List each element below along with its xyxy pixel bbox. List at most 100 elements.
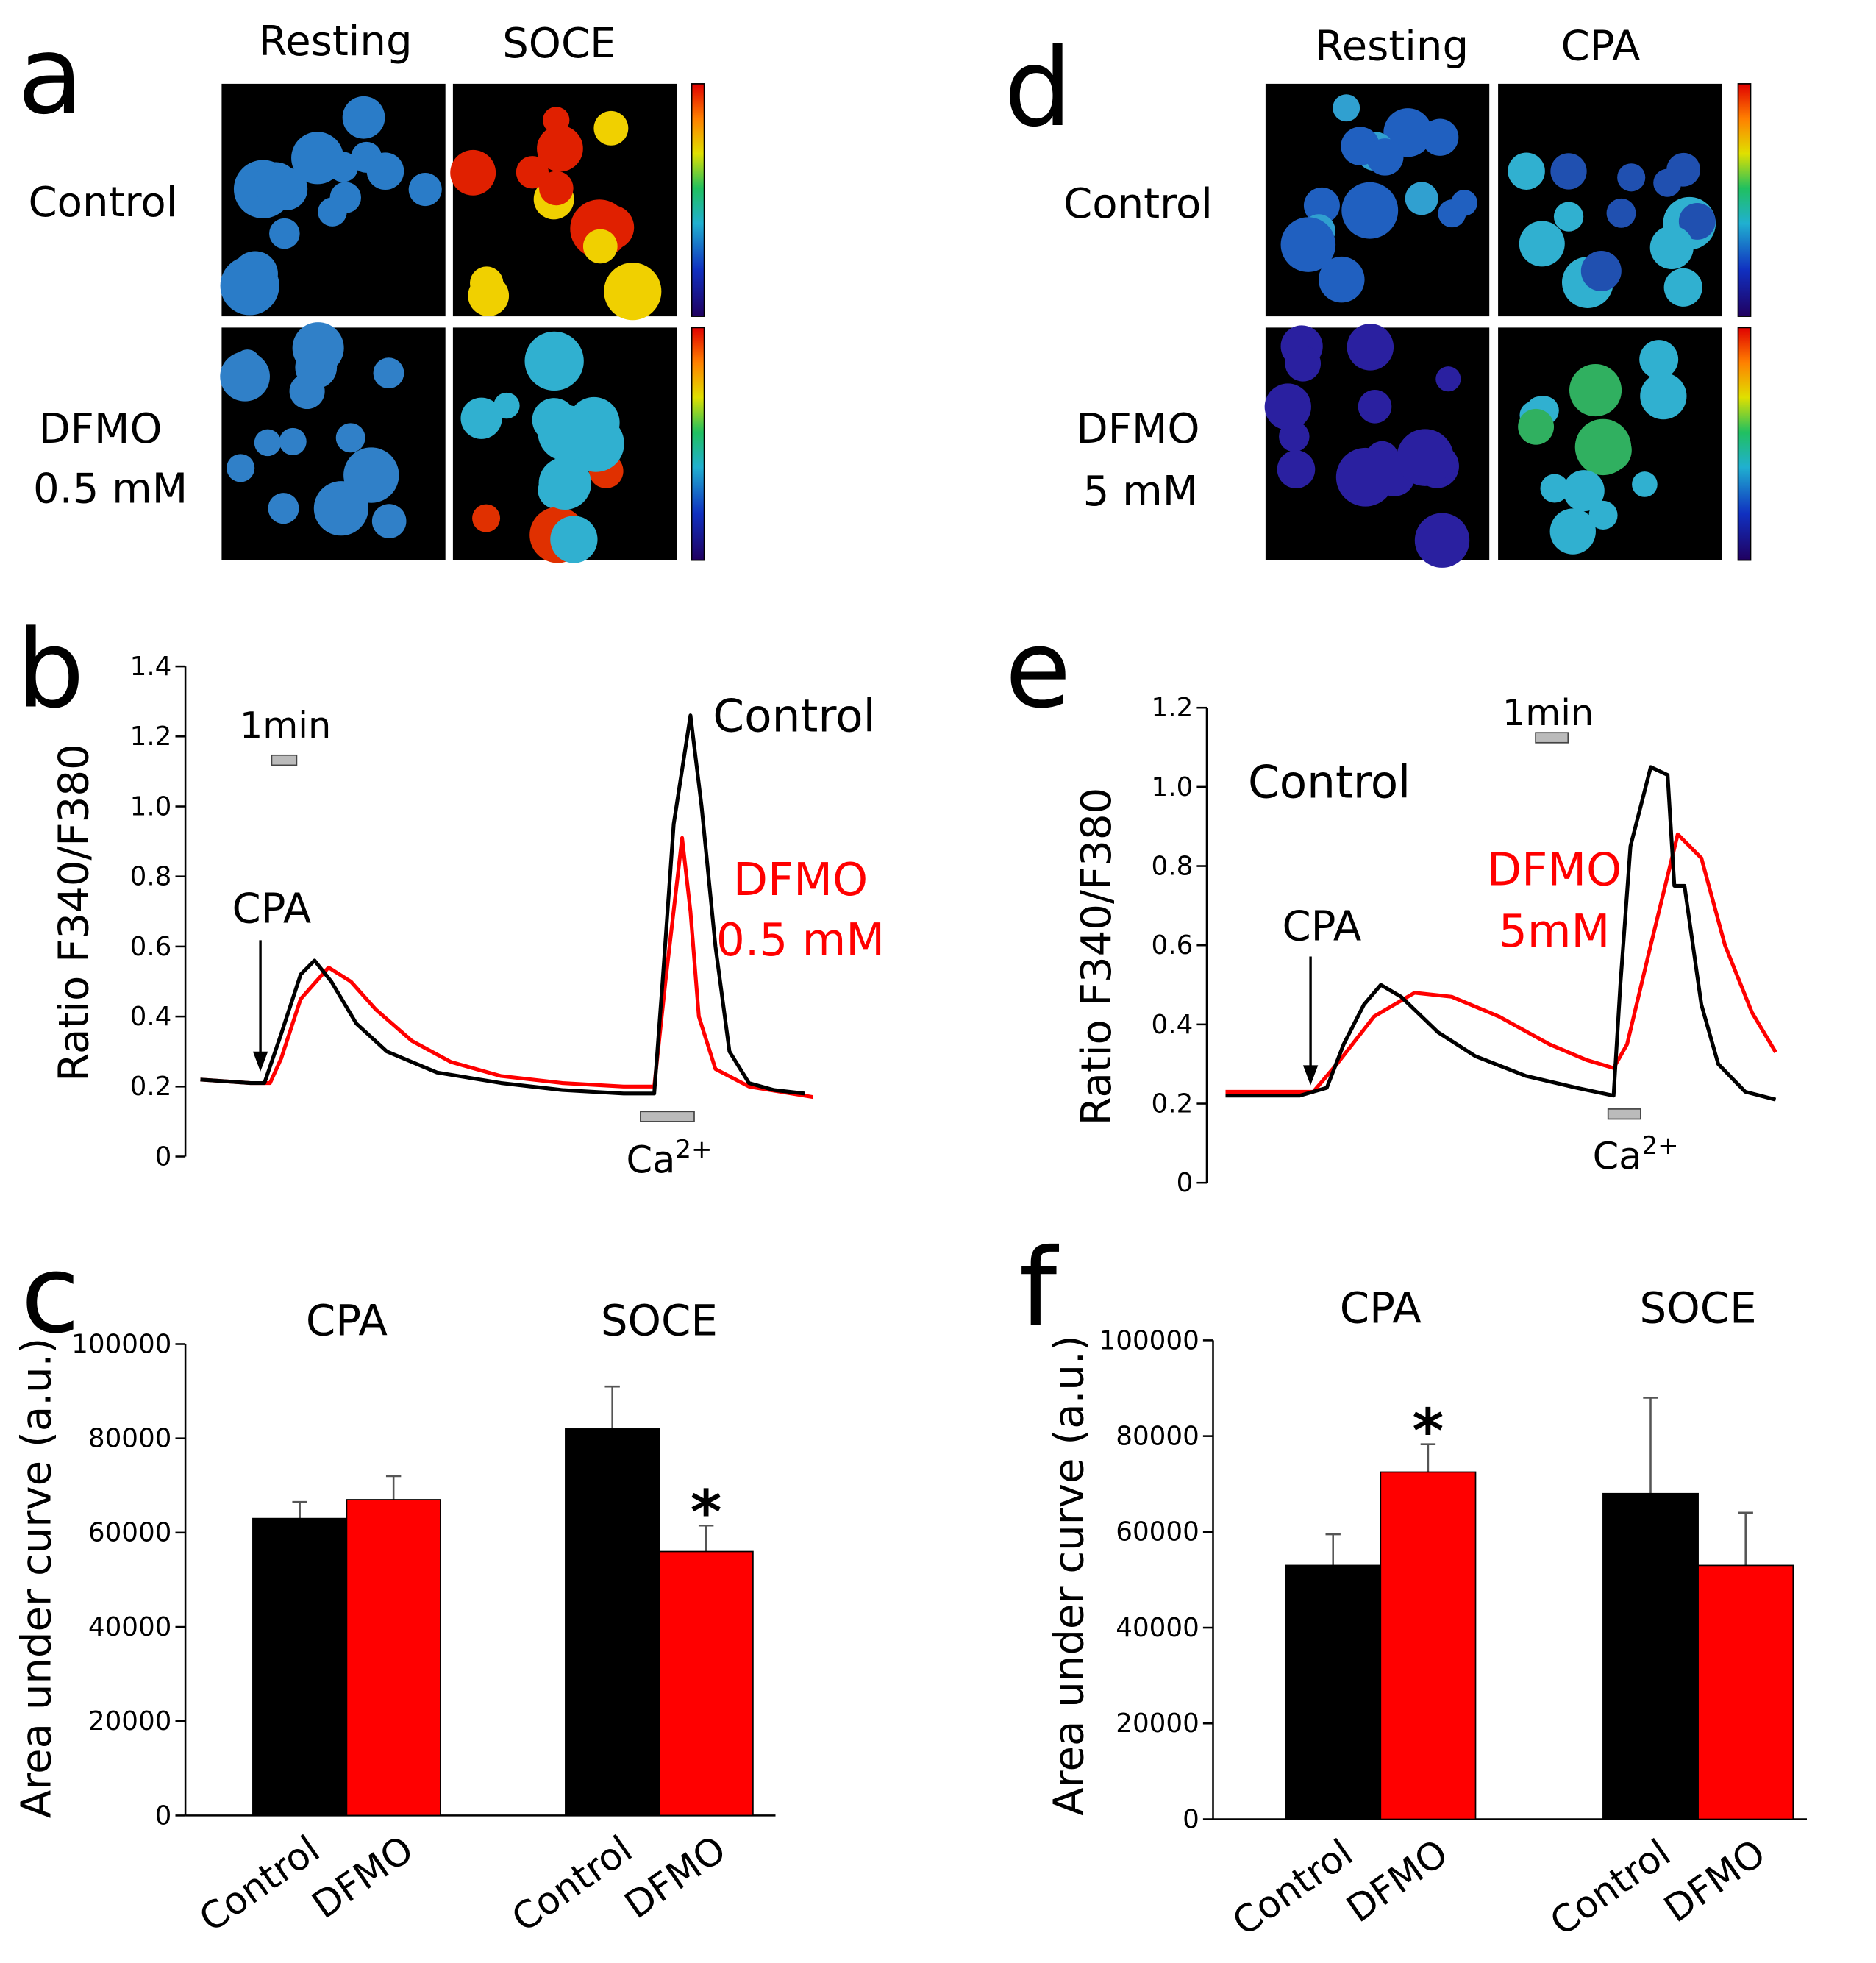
- y-axis-label: Ratio F340/F380: [1073, 788, 1121, 1125]
- significance-mark: *: [691, 1478, 722, 1547]
- cell: [1405, 182, 1438, 215]
- y-tick-label: 40000: [1116, 1613, 1199, 1643]
- cell: [234, 349, 260, 376]
- cell: [537, 125, 583, 172]
- stimulus-label: CPA: [1283, 902, 1362, 950]
- cell: [227, 454, 255, 482]
- group-label: SOCE: [601, 1296, 718, 1346]
- cell: [1347, 324, 1394, 371]
- y-tick-label: 1.4: [130, 652, 172, 682]
- y-axis-label: Area under curve (a.u.): [1046, 1335, 1094, 1815]
- bar: [252, 1517, 348, 1817]
- cell: [1588, 500, 1618, 530]
- y-axis-label: Area under curve (a.u.): [13, 1338, 61, 1818]
- y-tick-label: 1.2: [1152, 693, 1194, 723]
- bar: [1697, 1564, 1794, 1820]
- bar: [565, 1428, 660, 1817]
- cell: [1553, 202, 1584, 232]
- cell: [1421, 118, 1459, 156]
- x-tick-label: Control: [1543, 1831, 1679, 1945]
- cell: [450, 149, 496, 196]
- cell: [366, 152, 404, 190]
- cell: [472, 504, 501, 532]
- scale-label: 1min: [240, 704, 331, 747]
- y-tick-label: 80000: [88, 1424, 172, 1454]
- y-tick-label: 100000: [71, 1329, 171, 1359]
- trace: [1225, 832, 1777, 1094]
- row-label: 5 mM: [1083, 468, 1199, 516]
- cell: [1549, 508, 1596, 555]
- bar: [346, 1499, 441, 1817]
- trace: [200, 713, 805, 1096]
- cell: [468, 275, 510, 316]
- cell: [550, 516, 598, 563]
- cell: [1319, 256, 1365, 303]
- cell: [593, 110, 629, 146]
- cell: [1666, 152, 1701, 187]
- ion-charge: 2+: [1641, 1131, 1678, 1161]
- column-label: Resting: [259, 18, 413, 65]
- cell: [342, 96, 385, 139]
- cell: [313, 481, 368, 536]
- cell: [1414, 513, 1470, 568]
- treatment-label: DFMO: [1487, 844, 1622, 897]
- y-tick-label: 0: [1183, 1804, 1199, 1834]
- cell: [1563, 470, 1605, 512]
- cell: [327, 152, 359, 182]
- cell: [279, 427, 307, 455]
- row-label: 0.5 mM: [33, 465, 188, 513]
- cell: [1358, 390, 1392, 424]
- cell: [1617, 163, 1646, 192]
- panel-letter: b: [16, 607, 85, 732]
- cell: [408, 173, 442, 207]
- treatment-label: 5mM: [1499, 905, 1610, 958]
- bar: [1602, 1492, 1699, 1820]
- cell: [604, 263, 662, 321]
- cell: [1632, 471, 1658, 497]
- bar: [658, 1550, 754, 1817]
- y-axis-label: Ratio F340/F380: [50, 744, 98, 1081]
- cell: [1550, 153, 1587, 190]
- cell: [1663, 268, 1702, 307]
- bar: [1380, 1471, 1477, 1820]
- cell: [1640, 373, 1687, 420]
- cell: [1280, 217, 1336, 272]
- cell: [373, 357, 404, 389]
- y-tick-label: 0: [155, 1800, 172, 1831]
- cell: [220, 256, 279, 316]
- cell: [1678, 203, 1716, 240]
- cell: [1639, 340, 1679, 380]
- cell: [1649, 225, 1694, 270]
- y-tick-label: 1.0: [130, 791, 172, 822]
- y-tick-label: 0.2: [130, 1072, 172, 1102]
- row-label: DFMO: [38, 405, 162, 453]
- significance-mark: *: [1413, 1397, 1444, 1467]
- cell: [329, 182, 361, 213]
- y-tick-label: 80000: [1116, 1422, 1199, 1452]
- cell: [1580, 251, 1622, 292]
- y-tick-label: 0.8: [130, 862, 172, 892]
- treatment-label: 0.5 mM: [716, 914, 885, 966]
- panel-letter: a: [18, 13, 84, 138]
- ion-base: Ca: [626, 1139, 675, 1183]
- cell: [582, 229, 618, 264]
- panel-letter: e: [1005, 607, 1071, 732]
- cell: [1341, 182, 1399, 239]
- cell: [538, 457, 592, 510]
- cell: [1366, 138, 1404, 176]
- x-tick-label: DFMO: [1339, 1831, 1456, 1931]
- x-tick-label: DFMO: [1657, 1831, 1774, 1931]
- column-label: CPA: [1561, 23, 1641, 71]
- x-tick-label: Control: [192, 1828, 328, 1941]
- x-tick-label: DFMO: [304, 1828, 421, 1928]
- y-tick-label: 1.2: [130, 722, 172, 752]
- x-tick-label: Control: [1225, 1831, 1361, 1945]
- trace: [200, 836, 813, 1100]
- panel-letter: d: [1004, 26, 1072, 151]
- row-label: DFMO: [1076, 405, 1199, 453]
- column-label: SOCE: [502, 20, 616, 68]
- cell: [268, 493, 299, 524]
- row-label: Control: [1063, 180, 1213, 228]
- y-tick-label: 0: [1177, 1168, 1194, 1198]
